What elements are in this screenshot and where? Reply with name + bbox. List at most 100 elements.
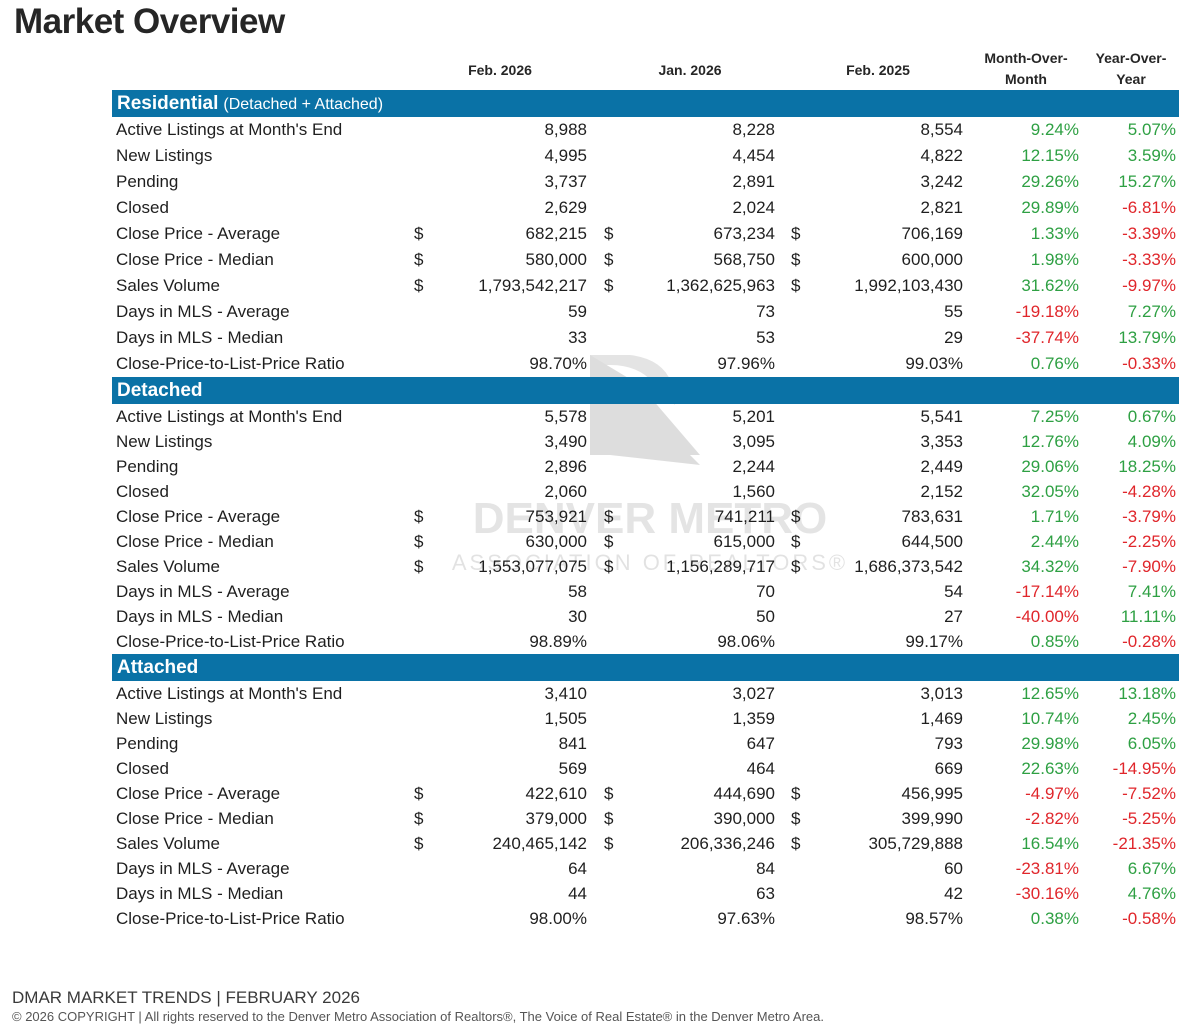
value-current: 3,737 bbox=[544, 172, 587, 191]
value-prior-month: 84 bbox=[756, 859, 775, 878]
currency-symbol: $ bbox=[604, 276, 614, 295]
row-label: Sales Volume bbox=[116, 557, 220, 576]
value-prior-month: 98.06% bbox=[717, 632, 775, 651]
value-prior-month: 53 bbox=[756, 328, 775, 347]
change-yoy: 11.11% bbox=[1120, 607, 1176, 626]
currency-symbol: $ bbox=[791, 276, 801, 295]
row-label: Close Price - Average bbox=[116, 784, 281, 803]
table-row: New Listings 4,995 4,454 4,822 12.15% 3.59% bbox=[112, 143, 1179, 169]
currency-symbol: $ bbox=[604, 557, 614, 576]
value-prior-month: 4,454 bbox=[732, 146, 775, 165]
table-row: $ $ $ Close Price - Average 753,921 741,211 78… bbox=[112, 504, 1179, 529]
table-row: Active Listings at Month's End 8,988 8,228… bbox=[112, 117, 1179, 143]
table-row: Days in MLS - Average 59 73 55 -19.18% 7.27% bbox=[112, 299, 1179, 325]
row-label: New Listings bbox=[116, 432, 213, 451]
table-row: Days in MLS - Average 64 84 60 -23.81% 6.67% bbox=[112, 856, 1179, 881]
value-prior-month: 741,211 bbox=[714, 507, 775, 526]
column-header-mom-line1: Month-Over- bbox=[984, 50, 1068, 66]
value-current: 98.00% bbox=[529, 909, 587, 928]
section-header: Residential (Detached + Attached) bbox=[112, 90, 1179, 117]
column-header-yoy-line1: Year-Over- bbox=[1095, 50, 1167, 66]
change-mom: -23.81% bbox=[1015, 859, 1079, 878]
value-current: 2,629 bbox=[544, 198, 587, 217]
value-current: 30 bbox=[568, 607, 587, 626]
value-prior-year: 54 bbox=[944, 582, 963, 601]
table-row: $ $ $ Sales Volume 240,465,142 206,336,246 305… bbox=[112, 831, 1179, 856]
value-prior-year: 2,449 bbox=[920, 457, 963, 476]
change-yoy: 5.07% bbox=[1127, 120, 1176, 139]
value-prior-year: 1,992,103,430 bbox=[854, 276, 963, 295]
currency-symbol: $ bbox=[414, 276, 424, 295]
value-prior-month: 97.96% bbox=[717, 354, 775, 373]
change-mom: 1.33% bbox=[1030, 224, 1079, 243]
change-yoy: 0.67% bbox=[1127, 407, 1176, 426]
value-prior-year: 3,242 bbox=[920, 172, 963, 191]
column-header-current: Feb. 2026 bbox=[468, 62, 532, 78]
value-prior-month: 206,336,246 bbox=[680, 834, 775, 853]
value-prior-year: 644,500 bbox=[901, 532, 963, 551]
value-current: 569 bbox=[558, 759, 587, 778]
change-yoy: 13.18% bbox=[1118, 684, 1176, 703]
row-label: Close-Price-to-List-Price Ratio bbox=[116, 632, 345, 651]
change-mom: 32.05% bbox=[1021, 482, 1079, 501]
value-current: 98.89% bbox=[529, 632, 587, 651]
currency-symbol: $ bbox=[414, 557, 424, 576]
value-current: 3,490 bbox=[544, 432, 587, 451]
value-prior-month: 3,095 bbox=[732, 432, 775, 451]
currency-symbol: $ bbox=[414, 809, 424, 828]
change-yoy: 2.45% bbox=[1127, 709, 1176, 728]
value-prior-year: 99.17% bbox=[905, 632, 963, 651]
row-label: Days in MLS - Median bbox=[116, 884, 284, 903]
value-prior-year: 5,541 bbox=[920, 407, 963, 426]
table-row: $ $ $ Sales Volume 1,793,542,217 1,362,625,96… bbox=[112, 273, 1179, 299]
row-label: Pending bbox=[116, 172, 179, 191]
currency-symbol: $ bbox=[604, 809, 614, 828]
change-yoy: 13.79% bbox=[1118, 328, 1176, 347]
row-label: Close-Price-to-List-Price Ratio bbox=[116, 354, 345, 373]
currency-symbol: $ bbox=[791, 224, 801, 243]
change-mom: -19.18% bbox=[1015, 302, 1079, 321]
currency-symbol: $ bbox=[414, 834, 424, 853]
row-label: Closed bbox=[116, 198, 169, 217]
value-current: 841 bbox=[558, 734, 587, 753]
value-prior-year: 456,995 bbox=[901, 784, 963, 803]
value-prior-year: 399,990 bbox=[901, 809, 963, 828]
table-row: $ $ $ Close Price - Median 580,000 568,750 600… bbox=[112, 247, 1179, 273]
table-row: Close-Price-to-List-Price Ratio 98.00% 97.… bbox=[112, 906, 1179, 931]
row-label: Active Listings at Month's End bbox=[116, 407, 343, 426]
row-label: New Listings bbox=[116, 146, 213, 165]
value-current: 422,610 bbox=[525, 784, 587, 803]
change-yoy: 6.05% bbox=[1127, 734, 1176, 753]
table-row: Closed 569 464 669 22.63% -14.95% bbox=[112, 756, 1179, 781]
table-row: Days in MLS - Median 44 63 42 -30.16% 4.76% bbox=[112, 881, 1179, 906]
change-mom: 12.65% bbox=[1021, 684, 1079, 703]
currency-symbol: $ bbox=[414, 784, 424, 803]
value-prior-month: 5,201 bbox=[732, 407, 775, 426]
value-current: 8,988 bbox=[544, 120, 587, 139]
section-title: Residential bbox=[117, 93, 219, 114]
value-prior-year: 60 bbox=[944, 859, 963, 878]
table-row: Closed 2,060 1,560 2,152 32.05% -4.28% bbox=[112, 479, 1179, 504]
currency-symbol: $ bbox=[791, 532, 801, 551]
change-mom: 2.44% bbox=[1030, 532, 1079, 551]
change-mom: 31.62% bbox=[1021, 276, 1079, 295]
change-yoy: 4.09% bbox=[1127, 432, 1176, 451]
value-prior-year: 98.57% bbox=[905, 909, 963, 928]
value-current: 64 bbox=[568, 859, 587, 878]
value-prior-year: 42 bbox=[944, 884, 963, 903]
column-header-yoy: Year-Over- Year bbox=[1082, 48, 1180, 90]
currency-symbol: $ bbox=[604, 784, 614, 803]
change-mom: 0.38% bbox=[1030, 909, 1079, 928]
value-prior-month: 8,228 bbox=[732, 120, 775, 139]
value-current: 98.70% bbox=[529, 354, 587, 373]
value-prior-year: 1,686,373,542 bbox=[854, 557, 963, 576]
value-current: 240,465,142 bbox=[492, 834, 587, 853]
value-prior-month: 73 bbox=[756, 302, 775, 321]
value-prior-year: 783,631 bbox=[901, 507, 963, 526]
change-yoy: -21.35% bbox=[1112, 834, 1176, 853]
section-header: Detached bbox=[112, 377, 1179, 404]
row-label: Pending bbox=[116, 734, 179, 753]
value-prior-month: 70 bbox=[756, 582, 775, 601]
table-row: Closed 2,629 2,024 2,821 29.89% -6.81% bbox=[112, 195, 1179, 221]
change-yoy: -3.79% bbox=[1122, 507, 1176, 526]
